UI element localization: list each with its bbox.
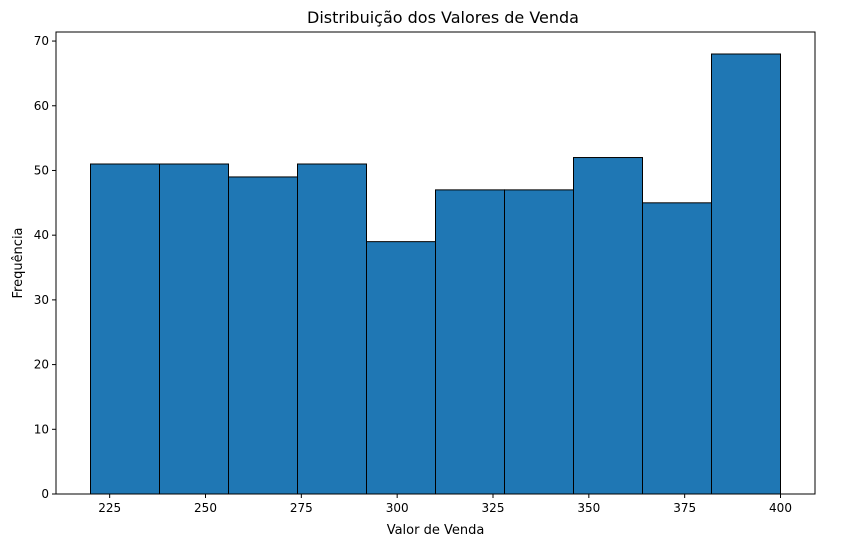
y-tick-label: 60 bbox=[34, 99, 49, 113]
histogram-bar bbox=[159, 163, 229, 495]
histogram-bar bbox=[435, 189, 505, 495]
y-tick-label: 40 bbox=[34, 228, 49, 242]
histogram-bar bbox=[573, 157, 643, 495]
x-tick-label: 350 bbox=[577, 501, 600, 515]
histogram-bar bbox=[297, 163, 367, 495]
histogram-bar bbox=[90, 163, 160, 495]
histogram-bar bbox=[366, 241, 436, 495]
x-tick-label: 275 bbox=[290, 501, 313, 515]
histogram-bar bbox=[504, 189, 574, 495]
y-axis: 0 10 20 30 40 50 60 70 bbox=[34, 34, 56, 501]
x-tick-label: 225 bbox=[98, 501, 121, 515]
plot-frame bbox=[55, 31, 816, 495]
x-tick-label: 325 bbox=[482, 501, 505, 515]
y-axis-label: Frequência bbox=[11, 227, 26, 298]
x-tick-label: 400 bbox=[769, 501, 792, 515]
bars-group bbox=[90, 53, 781, 495]
y-tick-label: 0 bbox=[41, 487, 49, 501]
chart-title: Distribuição dos Valores de Venda bbox=[307, 8, 579, 27]
x-tick-label: 250 bbox=[194, 501, 217, 515]
x-axis-label: Valor de Venda bbox=[387, 523, 485, 538]
histogram-bar bbox=[642, 202, 712, 495]
y-tick-label: 50 bbox=[34, 163, 49, 177]
histogram-bar bbox=[711, 53, 781, 495]
x-tick-label: 300 bbox=[386, 501, 409, 515]
y-tick-label: 10 bbox=[34, 422, 49, 436]
y-tick-label: 30 bbox=[34, 293, 49, 307]
x-axis: 225 250 275 300 325 350 375 400 bbox=[98, 494, 792, 515]
x-tick-label: 375 bbox=[673, 501, 696, 515]
y-tick-label: 20 bbox=[34, 358, 49, 372]
y-tick-label: 70 bbox=[34, 34, 49, 48]
histogram-bar bbox=[228, 176, 298, 495]
